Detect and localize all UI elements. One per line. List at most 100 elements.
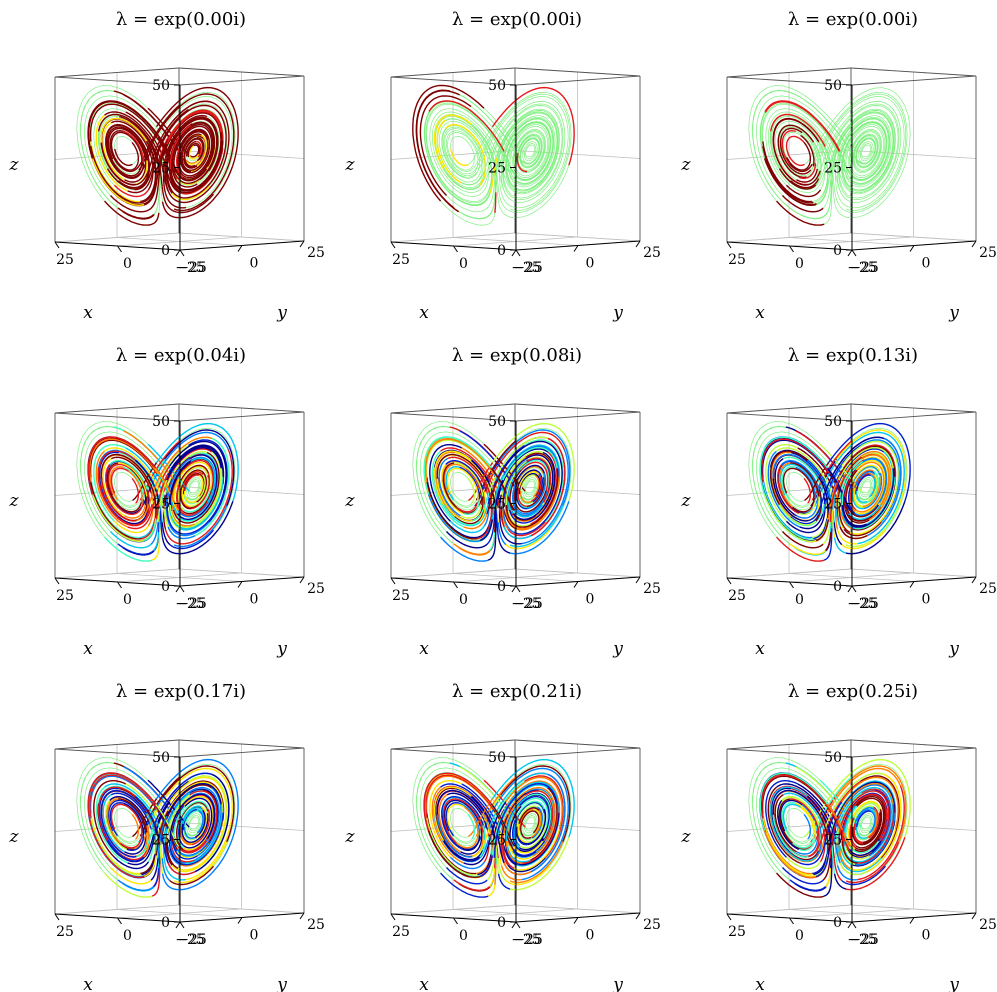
- colored-segment: [136, 157, 154, 186]
- colored-segment: [834, 494, 839, 530]
- colored-segment: [803, 478, 811, 504]
- colored-segment: [785, 184, 822, 198]
- colored-segment: [196, 134, 207, 167]
- colored-segment: [491, 758, 575, 838]
- colored-segment: [843, 857, 882, 873]
- z-tick-label: 50: [152, 750, 170, 766]
- y-axis-label: y: [276, 975, 287, 992]
- y-axis-label: y: [612, 975, 623, 992]
- colored-segment: [120, 166, 143, 177]
- colored-segment: [530, 773, 566, 873]
- colored-segment: [848, 840, 882, 856]
- colored-segment: [498, 830, 503, 866]
- colored-segment: [169, 796, 192, 842]
- colored-segment: [105, 127, 128, 178]
- x-tick: [390, 913, 396, 921]
- colored-segment: [527, 808, 547, 846]
- y-tick-label: −25: [849, 260, 879, 276]
- colored-segment: [161, 522, 171, 546]
- colored-segment: [91, 494, 145, 542]
- colored-segment: [168, 840, 184, 866]
- colored-segment: [196, 140, 202, 158]
- colored-segment: [89, 774, 159, 819]
- colored-segment: [833, 873, 847, 890]
- colored-segment: [445, 867, 488, 885]
- y-axis-label: y: [948, 303, 959, 323]
- colored-segment: [495, 845, 500, 874]
- colored-segment: [838, 794, 863, 843]
- colored-segment: [89, 439, 159, 478]
- x-tick-label: 0: [459, 592, 468, 608]
- colored-segment: [454, 462, 484, 497]
- colored-segment: [427, 830, 481, 878]
- box-edge: [179, 411, 305, 422]
- colored-segment: [177, 157, 225, 199]
- colored-segment: [800, 134, 815, 167]
- colored-segment: [850, 464, 882, 485]
- colored-segment: [113, 856, 150, 870]
- colored-segment: [498, 784, 548, 829]
- colored-segment: [822, 465, 843, 515]
- colored-segment: [863, 808, 883, 846]
- colored-segment: [182, 826, 212, 851]
- z-tick-label: 50: [824, 78, 842, 94]
- colored-segment: [189, 153, 200, 160]
- colored-segment: [196, 138, 204, 162]
- colored-segment: [782, 803, 802, 830]
- colored-segment: [516, 469, 538, 491]
- colored-segment: [776, 872, 825, 898]
- trajectory-series: [76, 85, 239, 226]
- colored-segment: [110, 467, 130, 494]
- trajectory-line: [748, 85, 911, 226]
- colored-segment: [857, 785, 905, 881]
- colored-segment: [848, 504, 882, 520]
- colored-segment: [190, 121, 216, 167]
- colored-segment: [779, 127, 803, 160]
- colored-segment: [479, 153, 487, 186]
- colored-segment: [853, 487, 863, 507]
- colored-segment: [442, 840, 481, 862]
- colored-segment: [152, 772, 213, 830]
- colored-segment: [189, 454, 218, 506]
- colored-segment: [824, 772, 885, 830]
- colored-segment: [436, 453, 484, 479]
- colored-segment: [808, 493, 826, 522]
- colored-segment: [849, 493, 897, 535]
- colored-segment: [863, 475, 882, 509]
- y-tick-label: −25: [513, 260, 543, 276]
- colored-segment: [500, 792, 527, 842]
- y-tick: [573, 917, 579, 924]
- colored-segment: [184, 797, 213, 827]
- colored-segment: [779, 799, 803, 832]
- colored-segment: [180, 133, 202, 155]
- x-tick: [726, 913, 732, 921]
- x-tick-label: 0: [795, 928, 804, 944]
- colored-segment: [521, 804, 559, 864]
- z-axis-label: z: [681, 155, 692, 175]
- colored-segment: [472, 493, 490, 522]
- colored-segment: [838, 782, 894, 817]
- colored-segment: [792, 502, 815, 513]
- colored-segment: [196, 137, 205, 161]
- colored-segment: [788, 163, 813, 173]
- colored-segment: [827, 810, 841, 856]
- colored-segment: [183, 491, 196, 503]
- colored-segment: [194, 142, 201, 155]
- colored-segment: [472, 829, 490, 858]
- colored-segment: [489, 157, 498, 194]
- x-tick-label: 0: [123, 256, 132, 272]
- colored-segment: [176, 168, 210, 184]
- x-tick-label: −25: [847, 932, 877, 948]
- colored-segment: [782, 467, 802, 494]
- colored-segment: [477, 518, 492, 540]
- colored-segment: [143, 855, 157, 878]
- y-tick: [635, 912, 641, 920]
- box-edge: [514, 739, 641, 749]
- x-tick: [390, 241, 396, 249]
- x-tick-label: 25: [56, 924, 74, 940]
- y-tick: [299, 912, 305, 920]
- colored-segment: [98, 787, 120, 854]
- colored-segment: [497, 873, 511, 890]
- colored-segment: [456, 502, 479, 513]
- colored-segment: [174, 164, 234, 219]
